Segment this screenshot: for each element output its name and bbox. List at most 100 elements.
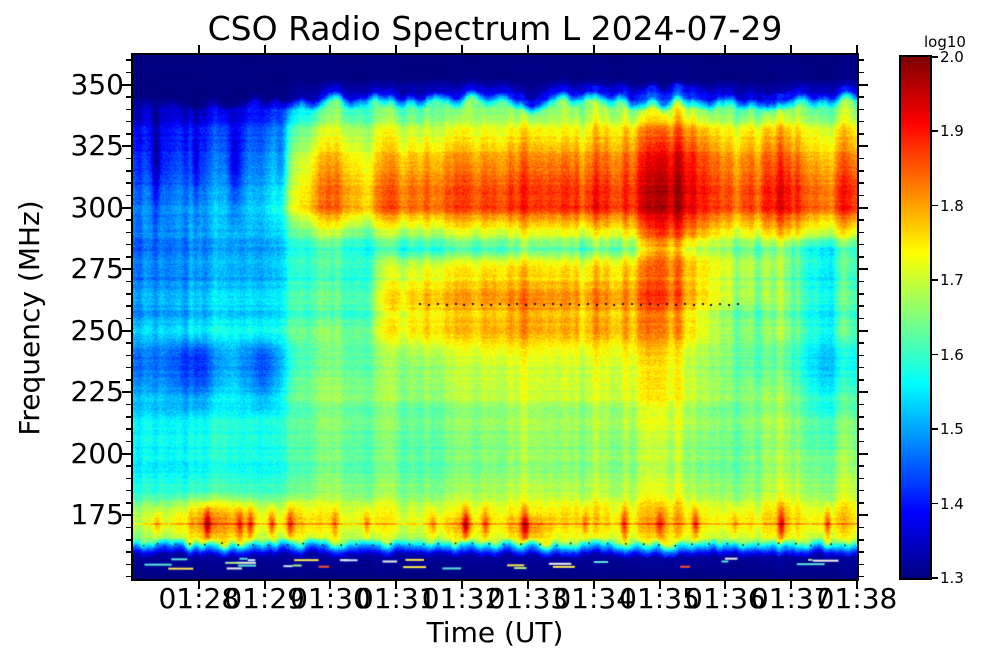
y-minor-tick-right — [859, 231, 864, 234]
y-minor-tick-right — [859, 551, 864, 553]
y-minor-tick-right — [859, 539, 864, 541]
x-tick-label: 01:28 — [158, 582, 240, 615]
y-tick-label: 175 — [70, 498, 124, 532]
y-major-tick — [122, 452, 131, 455]
y-minor-tick — [126, 379, 131, 381]
colorbar-tick-label: 1.8 — [940, 196, 964, 215]
y-minor-tick — [126, 465, 131, 467]
y-minor-tick — [126, 342, 131, 344]
colorbar-tick — [932, 56, 938, 58]
y-major-tick — [122, 145, 131, 148]
x-major-tick — [395, 581, 398, 589]
y-tick-label: 225 — [70, 375, 124, 409]
x-major-tick-top — [395, 45, 398, 53]
colorbar-tick — [932, 353, 938, 356]
colorbar — [901, 57, 930, 578]
y-minor-tick-right — [859, 71, 864, 74]
x-tick-label: 01:37 — [750, 582, 832, 615]
y-minor-tick-right — [859, 133, 864, 135]
x-major-tick — [263, 581, 266, 589]
y-minor-tick — [126, 489, 131, 492]
y-minor-tick-right — [859, 366, 864, 369]
y-minor-tick-right — [859, 243, 864, 246]
y-minor-tick — [126, 170, 131, 172]
y-minor-tick-right — [859, 157, 864, 160]
y-major-tick-right — [859, 514, 868, 517]
colorbar-tick — [932, 502, 938, 505]
x-major-tick-top — [790, 45, 793, 53]
y-major-tick-right — [859, 391, 868, 394]
y-minor-tick-right — [859, 317, 864, 320]
y-tick-label: 250 — [70, 313, 124, 347]
y-minor-tick-right — [859, 96, 864, 98]
y-minor-tick-right — [859, 293, 864, 295]
y-minor-tick — [126, 502, 131, 504]
y-minor-tick-right — [859, 526, 864, 529]
y-major-tick-right — [859, 145, 868, 148]
y-minor-tick-right — [859, 108, 864, 110]
plot-border — [131, 53, 859, 581]
colorbar-tick — [932, 428, 938, 430]
colorbar-tick-label: 1.6 — [940, 345, 964, 364]
y-minor-tick-right — [859, 256, 864, 258]
y-minor-tick — [126, 551, 131, 553]
y-minor-tick — [126, 440, 131, 443]
spectrogram-heatmap — [133, 55, 857, 579]
y-minor-tick — [126, 231, 131, 234]
y-minor-tick — [126, 71, 131, 74]
y-major-tick-right — [859, 329, 868, 332]
y-tick-label: 350 — [70, 67, 124, 101]
y-minor-tick — [126, 256, 131, 258]
y-minor-tick — [126, 403, 131, 406]
chart-title: CSO Radio Spectrum L 2024-07-29 — [207, 9, 783, 48]
y-minor-tick-right — [859, 280, 864, 283]
colorbar-border — [899, 55, 932, 580]
y-minor-tick — [126, 120, 131, 123]
y-minor-tick-right — [859, 440, 864, 443]
y-minor-tick — [126, 96, 131, 98]
x-tick-label: 01:34 — [553, 582, 635, 615]
y-minor-tick-right — [859, 465, 864, 467]
x-major-tick-top — [526, 45, 529, 53]
y-minor-tick-right — [859, 182, 864, 184]
colorbar-tick — [932, 577, 938, 579]
colorbar-tick-label: 1.9 — [940, 122, 964, 141]
x-major-tick-top — [856, 45, 858, 53]
y-minor-tick — [126, 366, 131, 369]
y-minor-tick-right — [859, 563, 864, 566]
y-minor-tick-right — [859, 219, 864, 221]
y-minor-tick-right — [859, 379, 864, 381]
y-minor-tick — [126, 305, 131, 307]
x-axis-label: Time (UT) — [426, 616, 564, 649]
y-minor-tick-right — [859, 120, 864, 123]
y-minor-tick — [126, 576, 131, 578]
colorbar-tick — [932, 279, 938, 281]
y-major-tick-right — [859, 268, 868, 271]
y-minor-tick-right — [859, 403, 864, 406]
x-tick-label: 01:35 — [619, 582, 700, 615]
colorbar-title: log10 — [924, 33, 966, 51]
x-major-tick-top — [658, 45, 661, 53]
x-tick-label: 01:29 — [224, 582, 305, 615]
colorbar-tick-label: 1.7 — [940, 271, 964, 290]
colorbar-tick-label: 1.5 — [940, 420, 964, 439]
y-minor-tick — [126, 317, 131, 320]
y-minor-tick-right — [859, 342, 864, 344]
y-minor-tick-right — [859, 194, 864, 197]
y-major-tick — [122, 83, 131, 86]
y-minor-tick — [126, 194, 131, 197]
x-tick-label: 01:33 — [487, 582, 569, 615]
y-major-tick-right — [859, 83, 868, 86]
y-minor-tick — [126, 280, 131, 283]
y-minor-tick — [126, 354, 131, 357]
x-major-tick — [592, 581, 595, 589]
x-major-tick — [329, 581, 332, 589]
y-minor-tick — [126, 157, 131, 160]
x-tick-label: 01:36 — [685, 582, 766, 615]
y-minor-tick — [126, 108, 131, 110]
y-minor-tick — [126, 293, 131, 295]
y-minor-tick-right — [859, 305, 864, 307]
x-major-tick-top — [592, 45, 595, 53]
x-major-tick-top — [724, 45, 727, 53]
